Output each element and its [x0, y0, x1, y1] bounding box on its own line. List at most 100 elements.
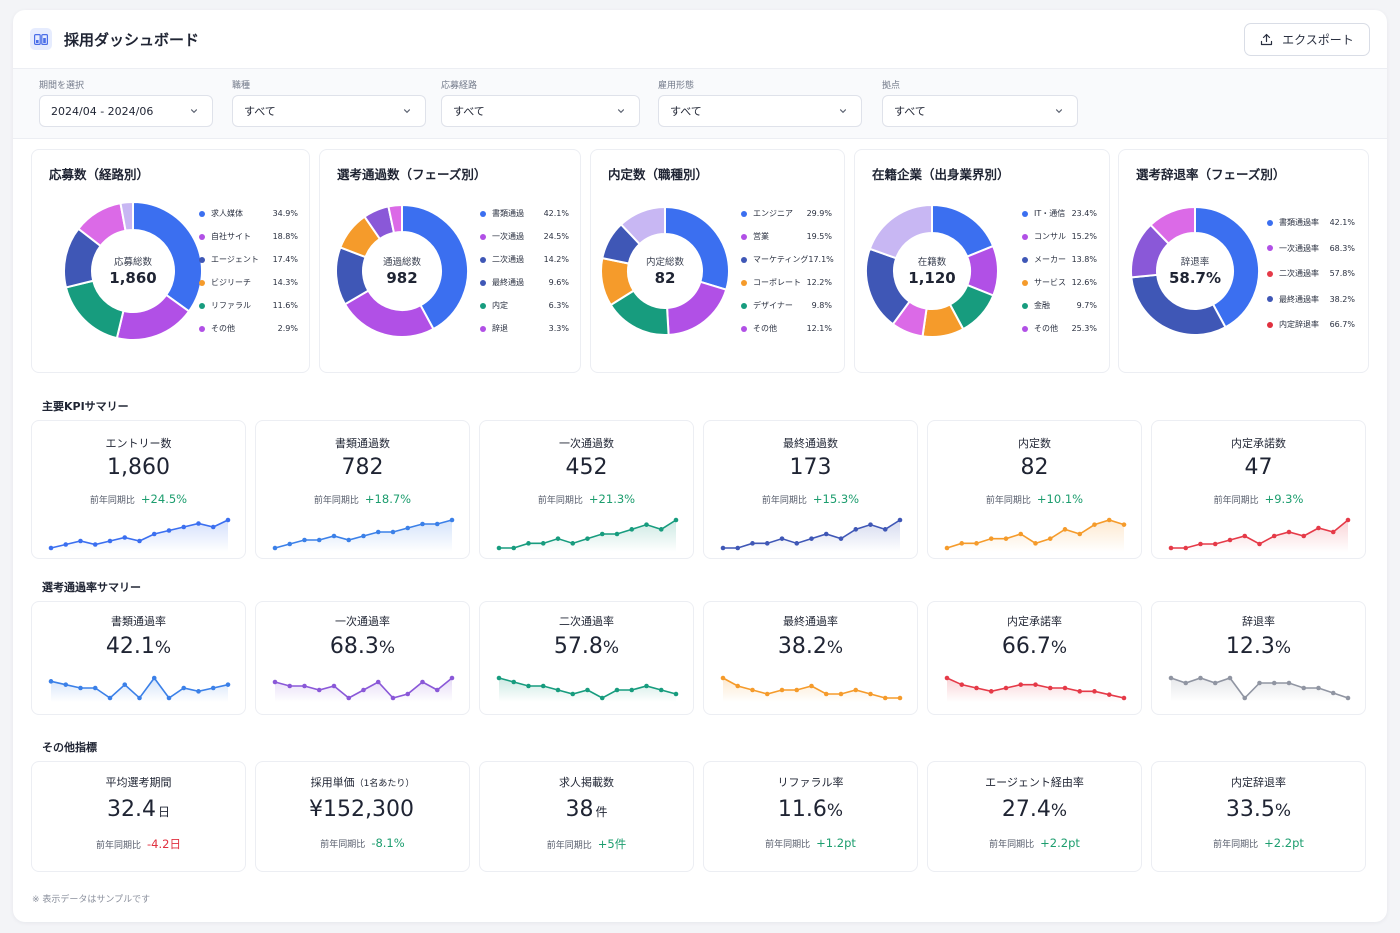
- metric-label-wrap: 求人掲載数: [480, 774, 693, 790]
- donut-card-title: 応募数（経路別）: [49, 167, 150, 182]
- donut-card-title: 選考通過数（フェーズ別）: [337, 167, 487, 182]
- rate-label: 二次通過率: [559, 615, 614, 628]
- metric-comparison: 前年同期比 -8.1%: [256, 836, 469, 850]
- legend-item: サービス 12.6%: [1022, 271, 1097, 294]
- filter-select[interactable]: すべて: [882, 95, 1078, 127]
- donut-legend: 書類通過 42.1% 一次通過 24.5% 二次通過 14.2% 最終通過 9.6% 内定 6.3…: [480, 202, 569, 340]
- metric-label: 求人掲載数: [559, 776, 614, 789]
- donut-slice: [387, 203, 403, 235]
- donut-slice: [1149, 205, 1196, 246]
- sparkline-point: [48, 679, 54, 684]
- sparkline-point: [1033, 541, 1038, 546]
- filter-value: すべて: [453, 105, 485, 118]
- sparkline: [496, 675, 679, 702]
- sparkline-point: [1212, 541, 1218, 547]
- chevron-down-icon: [187, 104, 201, 118]
- sparkline: [496, 517, 679, 552]
- sparkline-point: [599, 695, 605, 701]
- metric-value: 33.5: [1225, 797, 1275, 822]
- donut-slice: [666, 280, 728, 336]
- legend-label: ビジリーチ: [211, 278, 251, 287]
- legend-dot-icon: [1022, 279, 1028, 286]
- legend-pct: 13.8%: [1071, 255, 1097, 264]
- rate-label: 辞退率: [1242, 615, 1275, 628]
- kpi-delta: +18.7%: [364, 492, 412, 506]
- sparkline-point: [272, 679, 278, 685]
- legend-item: ビジリーチ 14.3%: [199, 271, 298, 294]
- filter-select[interactable]: すべて: [658, 95, 862, 127]
- legend-dot-icon: [480, 233, 486, 240]
- sparkline-point: [331, 683, 337, 689]
- legend-item: 金融 9.7%: [1022, 294, 1097, 317]
- sparkline-area: [947, 678, 1124, 702]
- export-button[interactable]: エクスポート: [1244, 22, 1370, 56]
- sparkline-point: [287, 541, 293, 547]
- rate-value-wrap: 12.3%: [1152, 634, 1365, 659]
- metric-comparison: 前年同期比 +2.2pt: [928, 836, 1141, 850]
- sparkline-point: [809, 683, 814, 689]
- donut-chart: [865, 203, 999, 338]
- comparison-label: 前年同期比: [765, 840, 811, 850]
- filter-select[interactable]: すべて: [232, 95, 426, 127]
- comparison-label: 前年同期比: [320, 840, 366, 850]
- rate-section-title: 選考通過率サマリー: [42, 581, 141, 594]
- sparkline-point: [794, 687, 800, 693]
- legend-item: その他 2.9%: [199, 317, 298, 340]
- filter-select[interactable]: すべて: [441, 95, 640, 127]
- legend-item: メーカー 13.8%: [1022, 248, 1097, 271]
- sparkline-point: [225, 517, 231, 523]
- sparkline-point: [1121, 695, 1127, 701]
- sparkline-point: [1092, 522, 1097, 527]
- sparkline-point: [629, 527, 635, 532]
- sparkline-point: [375, 529, 381, 535]
- legend-pct: 9.8%: [811, 301, 832, 310]
- sparkline-point: [196, 689, 201, 694]
- sparkline-point: [420, 521, 425, 527]
- sparkline-point: [868, 691, 873, 697]
- rate-card: 最終通過率 38.2%: [703, 601, 918, 715]
- metric-unit: 日: [157, 805, 170, 819]
- sparkline-point: [210, 524, 216, 530]
- comparison-label: 前年同期比: [546, 841, 592, 851]
- donut-card-3: 在籍企業（出身業界別） 在籍数 1,120 IT・通信 23.4% コンサル 15.2% メー…: [854, 149, 1110, 373]
- sparkline-point: [1271, 680, 1277, 686]
- legend-dot-icon: [199, 210, 205, 217]
- legend-item: 内定辞退率 66.7%: [1267, 312, 1355, 338]
- metric-delta: -8.1%: [371, 836, 405, 850]
- donut-center-value: 1,120: [908, 269, 956, 287]
- legend-item: エージェント 17.4%: [199, 248, 298, 271]
- legend-dot-icon: [480, 325, 486, 332]
- legend-pct: 68.3%: [1329, 243, 1355, 253]
- legend-dot-icon: [741, 325, 747, 332]
- metric-card: 求人掲載数 38 件前年同期比 +5件: [479, 761, 694, 872]
- donut-legend: IT・通信 23.4% コンサル 15.2% メーカー 13.8% サービス 12.6% 金融 9…: [1022, 202, 1097, 340]
- comparison-label: 前年同期比: [96, 841, 142, 851]
- sparkline-point: [1198, 675, 1203, 681]
- metric-card: 平均選考期間 32.4 日前年同期比 -4.2日: [31, 761, 246, 872]
- top-bar: 採用ダッシュボード エクスポート: [13, 10, 1387, 69]
- donut-card-1: 選考通過数（フェーズ別） 通過総数 982 書類通過 42.1% 一次通過 24.5% 二次通…: [319, 149, 581, 373]
- metric-value: 38: [565, 797, 594, 822]
- sparkline-point: [511, 679, 517, 685]
- kpi-card: エントリー数 1,860 前年同期比 +24.5%: [31, 420, 246, 559]
- legend-item: 辞退 3.3%: [480, 317, 569, 340]
- sparkline-point: [1003, 685, 1009, 691]
- sparkline-point: [1047, 685, 1053, 691]
- metric-value-wrap: ¥152,300: [256, 797, 469, 822]
- sparkline-point: [629, 687, 635, 693]
- legend-item: 自社サイト 18.8%: [199, 225, 298, 248]
- filter-4: 拠点 すべて: [882, 79, 1078, 127]
- metric-card: 採用単価（1名あたり） ¥152,300 前年同期比 -8.1%: [255, 761, 470, 872]
- donut-card-title: 選考辞退率（フェーズ別）: [1136, 167, 1286, 182]
- metric-label-sub: （1名あたり）: [354, 779, 415, 789]
- sparkline-point: [1227, 675, 1233, 681]
- metric-value-wrap: 38 件: [480, 797, 693, 822]
- kpi-delta: +24.5%: [140, 492, 188, 506]
- comparison-label: 前年同期比: [989, 840, 1035, 850]
- filter-select[interactable]: 2024/04 - 2024/06: [39, 95, 213, 127]
- sparkline-point: [1301, 533, 1307, 539]
- donut-card-title: 在籍企業（出身業界別）: [872, 167, 1010, 182]
- metric-value-wrap: 32.4 日: [32, 797, 245, 822]
- sparkline-point: [1301, 685, 1307, 691]
- chevron-down-icon: [836, 104, 850, 118]
